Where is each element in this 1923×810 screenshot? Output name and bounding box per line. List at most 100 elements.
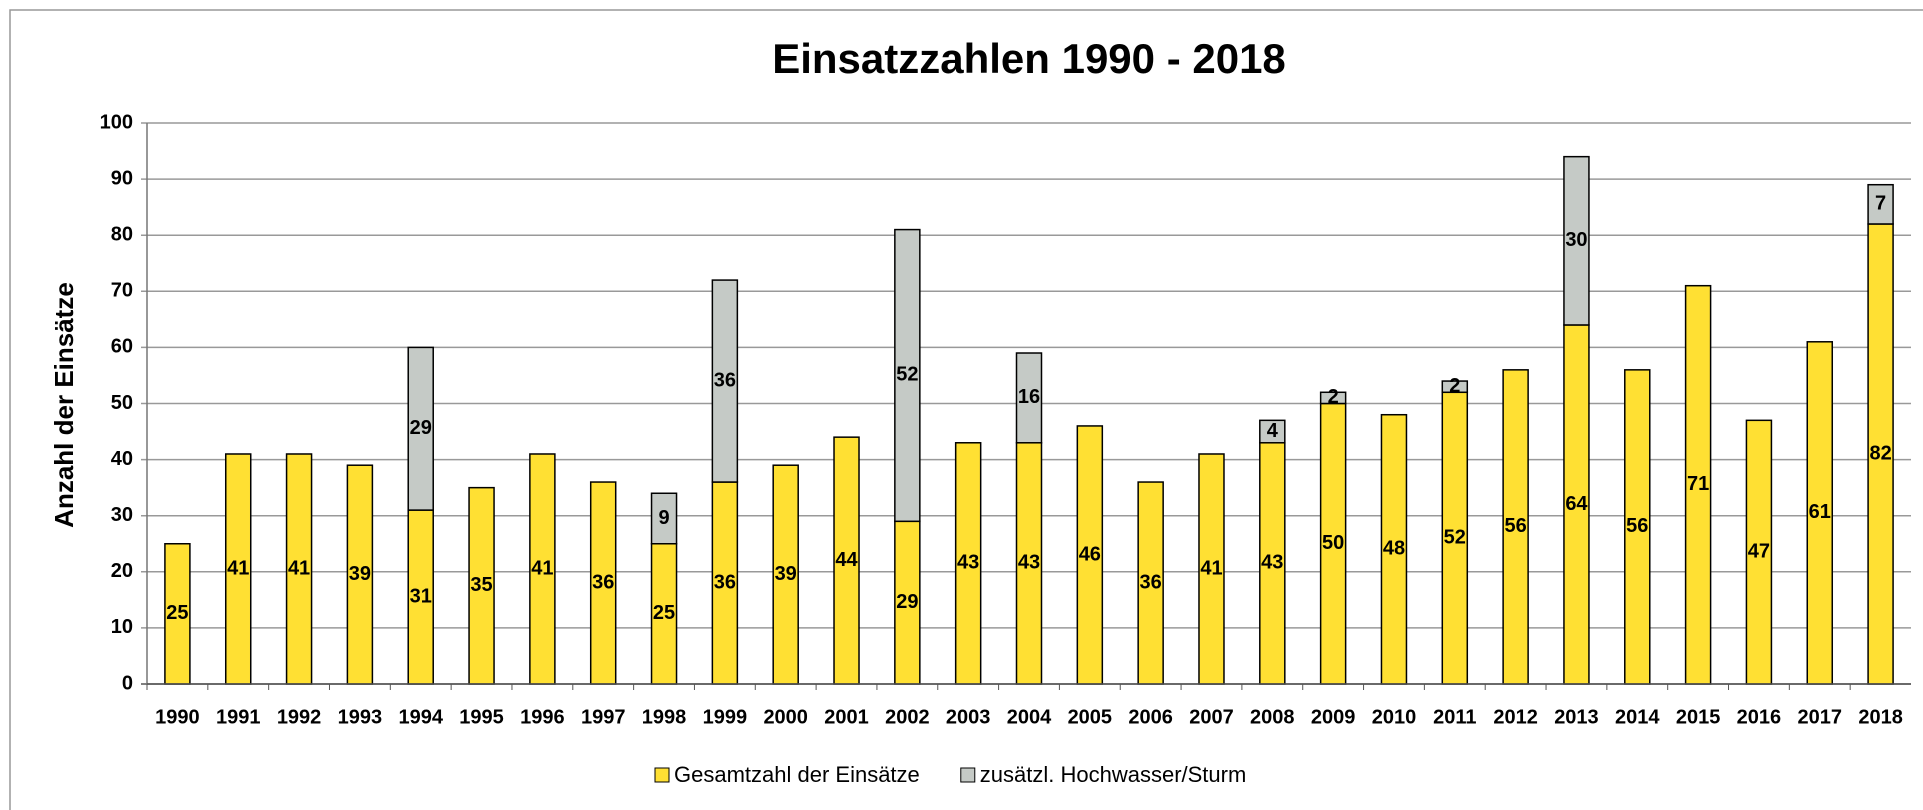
y-axis-label: Anzahl der Einsätze	[49, 282, 79, 528]
bar-segment	[529, 453, 556, 685]
bar-segment	[711, 279, 739, 483]
data-label: 39	[349, 563, 371, 585]
bar-segment	[1380, 413, 1408, 685]
data-label: 16	[1018, 386, 1040, 408]
data-label: 56	[1626, 515, 1648, 537]
y-tick-label: 60	[111, 336, 133, 358]
data-label: 31	[410, 585, 432, 607]
data-label: 4	[1267, 420, 1279, 442]
x-tick-label: 2013	[1554, 706, 1599, 728]
x-tick-label: 2009	[1311, 706, 1356, 728]
bar-segment	[407, 346, 434, 511]
data-label: 35	[470, 574, 492, 596]
bar-segment	[1867, 183, 1894, 225]
y-tick-label: 20	[111, 560, 133, 582]
x-tick-label: 2008	[1250, 706, 1295, 728]
y-tick-label: 0	[122, 672, 133, 694]
data-label: 2	[1328, 386, 1339, 408]
x-tick-label: 2005	[1068, 706, 1113, 728]
data-label: 36	[714, 571, 736, 593]
bar-segment	[1624, 369, 1651, 685]
data-label: 48	[1383, 538, 1405, 560]
data-label: 41	[1200, 557, 1222, 579]
data-label: 44	[835, 549, 858, 571]
bar-segment	[833, 436, 860, 685]
x-tick-label: 2002	[885, 706, 930, 728]
x-tick-label: 2012	[1493, 706, 1538, 728]
bar-segment	[1684, 284, 1712, 685]
data-label: 47	[1748, 540, 1770, 562]
bar-segment	[468, 486, 495, 685]
legend-swatch	[960, 767, 976, 783]
chart-title: Einsatzzahlen 1990 - 2018	[772, 35, 1286, 82]
legend-label: Gesamtzahl der Einsätze	[674, 762, 920, 787]
x-tick-label: 2003	[946, 706, 991, 728]
x-tick-label: 2011	[1433, 706, 1476, 728]
data-label: 41	[531, 557, 553, 579]
x-tick-label: 1990	[155, 706, 200, 728]
data-label: 41	[288, 557, 310, 579]
bar-segment	[1745, 419, 1773, 685]
x-tick-label: 2010	[1372, 706, 1417, 728]
x-tick-label: 1991	[216, 706, 261, 728]
y-tick-label: 90	[111, 167, 133, 189]
bar-segment	[346, 464, 374, 685]
data-label: 36	[1140, 571, 1162, 593]
x-tick-label: 1996	[520, 706, 565, 728]
x-tick-label: 1999	[703, 706, 748, 728]
x-tick-label: 2001	[824, 706, 869, 728]
bar-segment	[1806, 341, 1834, 685]
data-label: 2	[1449, 375, 1460, 397]
bar-segment	[1137, 481, 1164, 685]
bar-segment	[1259, 419, 1286, 444]
x-tick-label: 2006	[1128, 706, 1173, 728]
bar-segment	[1441, 391, 1469, 685]
data-label: 9	[658, 507, 669, 529]
data-label: 25	[653, 602, 675, 624]
x-tick-label: 1995	[459, 706, 504, 728]
y-tick-label: 50	[111, 392, 133, 414]
data-label: 71	[1687, 473, 1709, 495]
data-label: 43	[1018, 552, 1040, 574]
data-label: 50	[1322, 532, 1344, 554]
data-label: 52	[1444, 526, 1466, 548]
x-tick-label: 2017	[1798, 706, 1843, 728]
bar-segment	[1563, 155, 1590, 326]
data-label: 41	[227, 557, 249, 579]
data-label: 25	[166, 602, 188, 624]
bar-segment	[1259, 442, 1286, 685]
x-tick-label: 2000	[763, 706, 808, 728]
x-tick-label: 2007	[1189, 706, 1234, 728]
data-label: 29	[410, 417, 432, 439]
data-label: 46	[1079, 543, 1101, 565]
y-tick-label: 40	[111, 448, 133, 470]
x-tick-label: 1998	[642, 706, 687, 728]
bar-segment	[1441, 380, 1469, 394]
x-tick-label: 2014	[1615, 706, 1660, 728]
x-tick-label: 1997	[581, 706, 626, 728]
data-label: 7	[1875, 193, 1886, 215]
data-label: 56	[1504, 515, 1526, 537]
data-label: 29	[896, 591, 918, 613]
data-label: 36	[592, 571, 614, 593]
bar-segment	[894, 228, 921, 523]
data-label: 82	[1869, 442, 1891, 464]
bar-segment	[285, 453, 313, 685]
y-tick-label: 100	[100, 111, 133, 133]
x-tick-label: 1992	[277, 706, 322, 728]
bar-segment	[1198, 453, 1225, 685]
x-tick-label: 2004	[1007, 706, 1052, 728]
x-tick-label: 2018	[1858, 706, 1903, 728]
data-label: 30	[1565, 229, 1587, 251]
chart-frame	[9, 9, 1923, 810]
bar-segment	[1015, 352, 1043, 444]
legend-swatch	[654, 767, 670, 783]
data-label: 36	[714, 369, 736, 391]
y-tick-label: 10	[111, 616, 133, 638]
data-label: 39	[775, 563, 797, 585]
bar-segment	[650, 492, 678, 545]
data-label: 43	[957, 552, 979, 574]
data-label: 61	[1809, 501, 1831, 523]
x-tick-label: 1993	[338, 706, 383, 728]
